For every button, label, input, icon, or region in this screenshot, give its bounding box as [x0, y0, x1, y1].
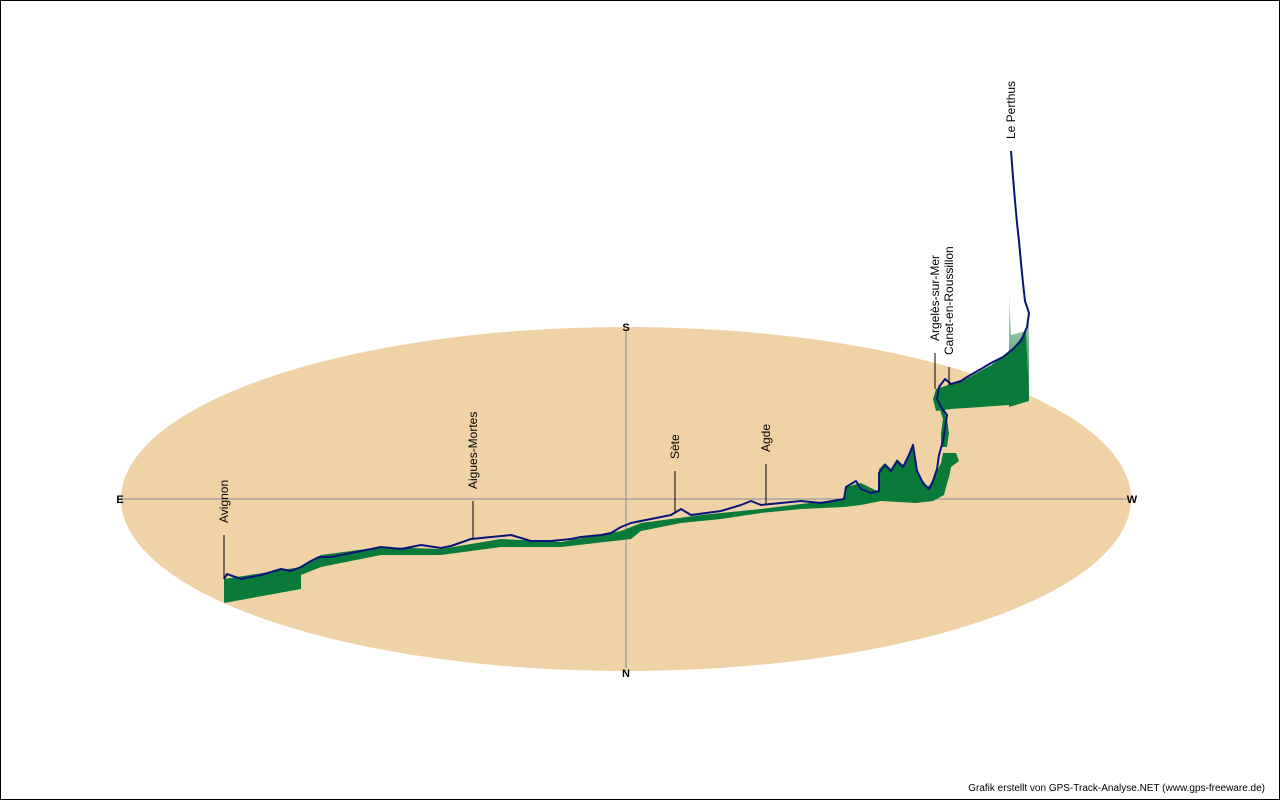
mountain-front-band	[933, 331, 1029, 411]
compass-north-label: N	[622, 668, 630, 680]
coast-band-polygon	[224, 453, 959, 603]
compass-west-label: W	[1127, 494, 1138, 506]
coastal-band	[224, 453, 959, 603]
hill-spikes	[879, 443, 929, 497]
marker-le-perthus-label: Le Perthus	[1004, 81, 1018, 139]
credit-text: Grafik erstellt von GPS-Track-Analyse.NE…	[968, 783, 1265, 794]
marker-sete-label: Sète	[668, 434, 682, 459]
marker-canet-en-roussillon-label: Canet-en-Roussillon	[942, 246, 956, 355]
marker-argeles-sur-mer-label: Argelès-sur-Mer	[928, 255, 942, 341]
compass-east-label: E	[116, 494, 123, 506]
marker-aigues-mortes-label: Aigues-Mortes	[466, 412, 480, 489]
marker-agde-label: Agde	[759, 424, 773, 452]
marker-avignon-label: Avignon	[217, 480, 231, 523]
place-markers: Avignon Aigues-Mortes Sète Agde Argelès-sur-…	[217, 81, 1018, 579]
compass-south-label: S	[622, 322, 629, 334]
track-line	[223, 150, 1030, 580]
